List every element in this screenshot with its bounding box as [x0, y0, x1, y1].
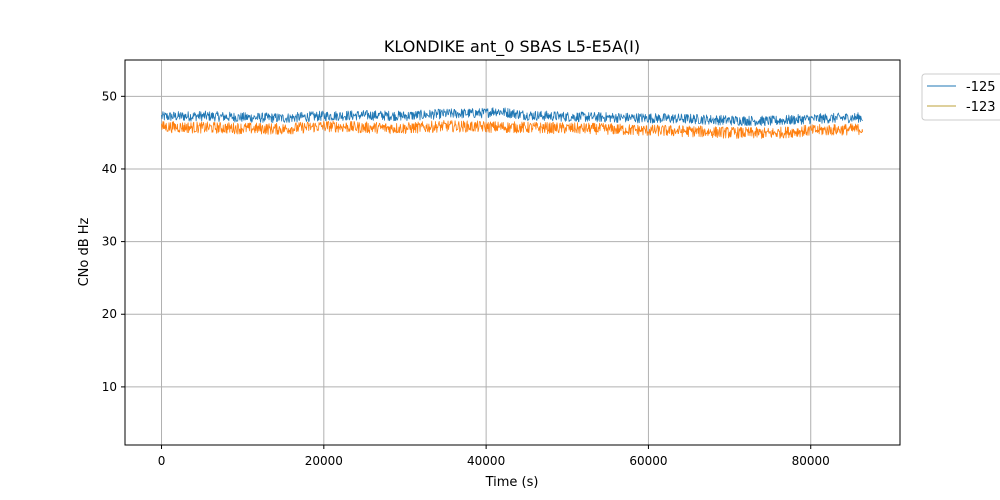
x-axis-label: Time (s)	[485, 475, 539, 490]
y-axis: 10 20 30 40 50	[102, 89, 125, 394]
y-axis-label: CNo dB Hz	[77, 217, 92, 286]
legend-label-125: -125	[966, 80, 996, 95]
y-tick-label: 10	[102, 380, 117, 394]
plot-frame	[124, 59, 901, 446]
x-tick-label: 20000	[305, 454, 343, 468]
x-tick-label: 0	[158, 454, 166, 468]
x-tick-label: 40000	[467, 454, 505, 468]
y-tick-label: 50	[102, 89, 117, 103]
series-line-minus-125	[161, 107, 863, 127]
series-layer	[161, 107, 864, 139]
y-tick-label: 40	[102, 162, 117, 176]
chart-title: KLONDIKE ant_0 SBAS L5-E5A(I)	[384, 37, 640, 57]
legend-label-123: -123	[966, 100, 996, 115]
legend: -125 -123	[921, 73, 1000, 121]
x-axis: 0 20000 40000 60000 80000	[158, 445, 830, 468]
series-line-minus-123	[161, 120, 864, 139]
y-tick-label: 20	[102, 307, 117, 321]
x-tick-label: 80000	[792, 454, 830, 468]
x-tick-label: 60000	[629, 454, 667, 468]
y-tick-label: 30	[102, 235, 117, 249]
